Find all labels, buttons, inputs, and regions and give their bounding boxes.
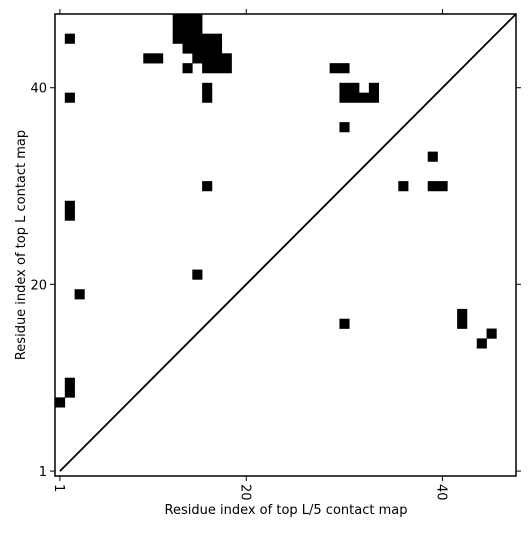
contact-cell <box>64 33 75 44</box>
contact-cell <box>182 33 193 44</box>
contact-cell <box>457 308 468 320</box>
contact-cell <box>153 53 164 64</box>
contact-cell <box>202 92 213 103</box>
contact-cell <box>192 43 203 54</box>
x-tick-label: 1 <box>51 484 66 492</box>
contact-cell <box>339 82 350 93</box>
contact-cell <box>486 328 497 339</box>
contact-cell <box>192 23 203 34</box>
contact-cell <box>359 92 370 103</box>
contact-cell <box>182 43 193 54</box>
diagonal <box>59 13 517 472</box>
contact-cell <box>368 82 379 93</box>
x-axis-label: Residue index of top L/5 contact map <box>165 503 408 518</box>
contact-cell <box>211 33 223 44</box>
contact-cell <box>211 63 223 74</box>
y-tick-label: 40 <box>30 82 47 97</box>
y-tick-label: 20 <box>30 278 47 293</box>
contact-cell <box>55 397 66 408</box>
contact-cell <box>427 151 438 162</box>
contact-cell <box>172 23 183 34</box>
contact-cell <box>202 63 213 74</box>
contact-cell <box>211 43 223 54</box>
contact-cell <box>74 289 85 300</box>
contact-cell <box>202 181 213 192</box>
contact-cell <box>192 33 203 44</box>
contact-cell <box>64 210 75 221</box>
contact-cell <box>339 92 350 103</box>
contact-cell <box>172 33 183 44</box>
x-tick-label: 40 <box>433 484 448 501</box>
contact-cell <box>427 181 438 192</box>
contact-cell <box>192 53 203 64</box>
contact-cell <box>349 82 360 93</box>
contact-cell <box>192 14 203 25</box>
contact-cell <box>457 318 468 329</box>
plot-frame <box>54 13 517 477</box>
y-tick-label: 1 <box>39 465 47 480</box>
contact-cell <box>182 14 193 25</box>
contact-cell <box>192 269 203 280</box>
contact-cell <box>202 33 213 44</box>
contact-cell <box>398 181 409 192</box>
y-axis-label: Residue index of top L contact map <box>14 130 29 360</box>
contact-cell <box>437 181 448 192</box>
contact-cell <box>368 92 379 103</box>
contact-cell <box>182 23 193 34</box>
contact-cell <box>172 14 183 25</box>
contact-cell <box>143 53 154 64</box>
contact-cell <box>182 63 193 74</box>
contact-cell <box>202 82 213 93</box>
contact-cell <box>221 53 232 64</box>
contact-cell <box>64 387 75 398</box>
contact-cell <box>339 318 350 329</box>
contact-cell <box>211 53 223 64</box>
contact-cell <box>349 92 360 103</box>
contact-cell <box>64 200 75 211</box>
contact-cell <box>202 53 213 64</box>
contact-cell <box>221 63 232 74</box>
x-tick-label: 20 <box>237 484 252 501</box>
contact-cell <box>64 92 75 103</box>
contact-cell <box>339 122 350 133</box>
contact-cell <box>339 63 350 74</box>
contact-cell <box>476 338 487 349</box>
contact-cell <box>202 43 213 54</box>
contact-cell <box>329 63 340 74</box>
contact-cell <box>64 377 75 388</box>
